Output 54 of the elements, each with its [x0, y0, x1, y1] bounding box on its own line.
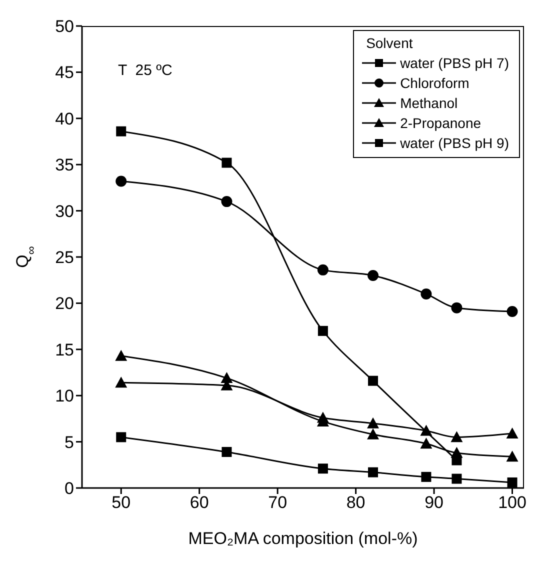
- y-tick-label: 20: [55, 294, 74, 314]
- x-tick-label: 70: [268, 493, 288, 512]
- point: [367, 417, 380, 428]
- point: [222, 158, 232, 168]
- point: [221, 196, 232, 208]
- y-tick-label: 25: [55, 248, 74, 268]
- legend-label: water (PBS pH 7): [400, 55, 509, 71]
- point: [318, 464, 328, 474]
- point: [452, 474, 462, 484]
- y-tick-label: 10: [55, 386, 74, 406]
- point: [368, 467, 378, 478]
- legend-title: Solvent: [366, 35, 414, 51]
- point: [115, 376, 128, 388]
- point: [420, 288, 432, 300]
- point: [420, 438, 432, 449]
- point: [421, 472, 432, 482]
- x-tick-label: 100: [498, 493, 526, 512]
- point: [506, 306, 518, 318]
- point: [450, 446, 463, 458]
- y-tick-label: 45: [55, 63, 74, 82]
- point: [506, 427, 518, 438]
- legend-label: Methanol: [400, 95, 458, 111]
- x-tick-label: 80: [346, 493, 366, 512]
- y-tick-label: 35: [55, 156, 74, 175]
- point: [450, 431, 463, 442]
- point: [368, 376, 378, 386]
- point: [116, 432, 126, 442]
- point: [318, 326, 328, 336]
- y-tick-label: 50: [55, 17, 74, 36]
- point: [368, 270, 379, 281]
- x-axis-title: MEO₂MA composition (mol-%): [188, 529, 418, 548]
- y-tick-label: 15: [55, 340, 74, 360]
- point: [507, 477, 518, 488]
- legend-label: water (PBS pH 9): [400, 135, 509, 151]
- y-tick-label: 40: [55, 109, 74, 128]
- legend-label: Chloroform: [400, 75, 470, 91]
- y-tick-label: 0: [64, 479, 74, 498]
- y-tick-label: 30: [55, 202, 74, 221]
- point: [420, 424, 432, 436]
- point: [222, 446, 232, 457]
- legend-label: 2-Propanone: [400, 115, 482, 131]
- point: [317, 264, 328, 276]
- point: [506, 450, 518, 462]
- point: [116, 126, 126, 136]
- point: [116, 176, 127, 187]
- point: [367, 428, 380, 440]
- y-tick-label: 5: [64, 432, 74, 452]
- x-tick-label: 60: [190, 493, 209, 512]
- x-tick-label: 50: [112, 493, 131, 512]
- point: [115, 350, 128, 361]
- x-tick-label: 90: [424, 493, 444, 512]
- annotation: T 25 ºC: [118, 62, 172, 79]
- point: [316, 412, 329, 423]
- point: [451, 302, 462, 314]
